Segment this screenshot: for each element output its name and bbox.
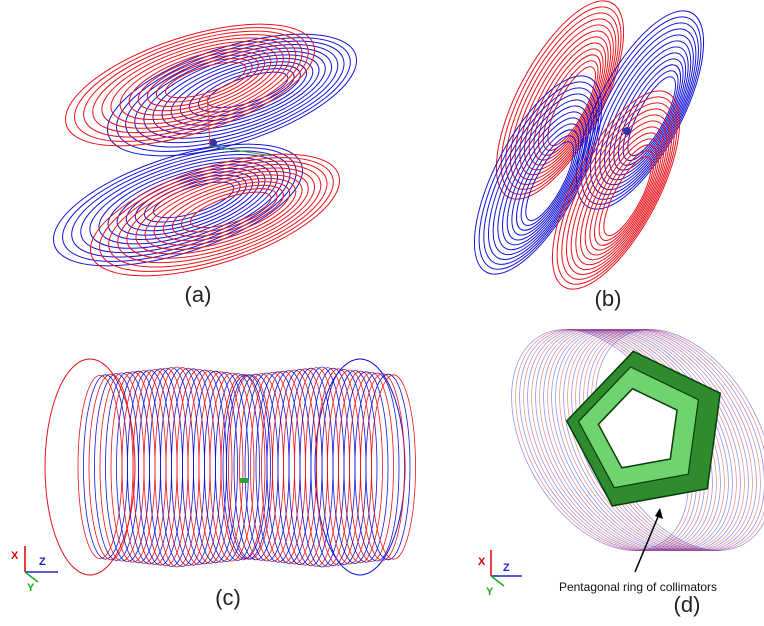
panel-b: [449, 0, 728, 307]
panel-c: [45, 359, 416, 575]
annotation: Pentagonal ring of collimators: [559, 580, 717, 594]
axis-triad: X Z Y: [11, 546, 58, 594]
origin: [623, 127, 631, 135]
coil-loop: [92, 19, 300, 147]
caption: (c): [215, 585, 241, 610]
caption: (d): [674, 592, 701, 617]
axis-y: [491, 576, 504, 586]
axis-label: Y: [486, 586, 494, 598]
arrow-head: [655, 508, 663, 519]
axis-triad: X Z Y: [478, 550, 522, 598]
coil-loop: [82, 14, 307, 153]
coil-loop: [45, 359, 135, 575]
panel-d: [475, 299, 764, 582]
panel-a: [40, 0, 371, 301]
caption: (b): [595, 286, 622, 311]
axis-y: [25, 572, 38, 582]
axis-label: Y: [27, 582, 35, 594]
axis-label: Z: [503, 562, 510, 574]
figure: (a) (b) (c) (d) X Z Y X Z Y Pentagonal r…: [0, 0, 764, 626]
coil-loop: [152, 50, 257, 111]
caption: (a): [185, 282, 212, 307]
axis-label: X: [478, 556, 486, 568]
axis-label: Z: [39, 556, 46, 568]
coil-loop: [60, 129, 303, 279]
coil-loop: [315, 359, 405, 575]
coil-loop: [177, 180, 282, 241]
coil-loop: [102, 24, 293, 140]
coil-loop: [72, 9, 315, 159]
marker: [240, 478, 248, 483]
axis-label: X: [11, 550, 19, 562]
